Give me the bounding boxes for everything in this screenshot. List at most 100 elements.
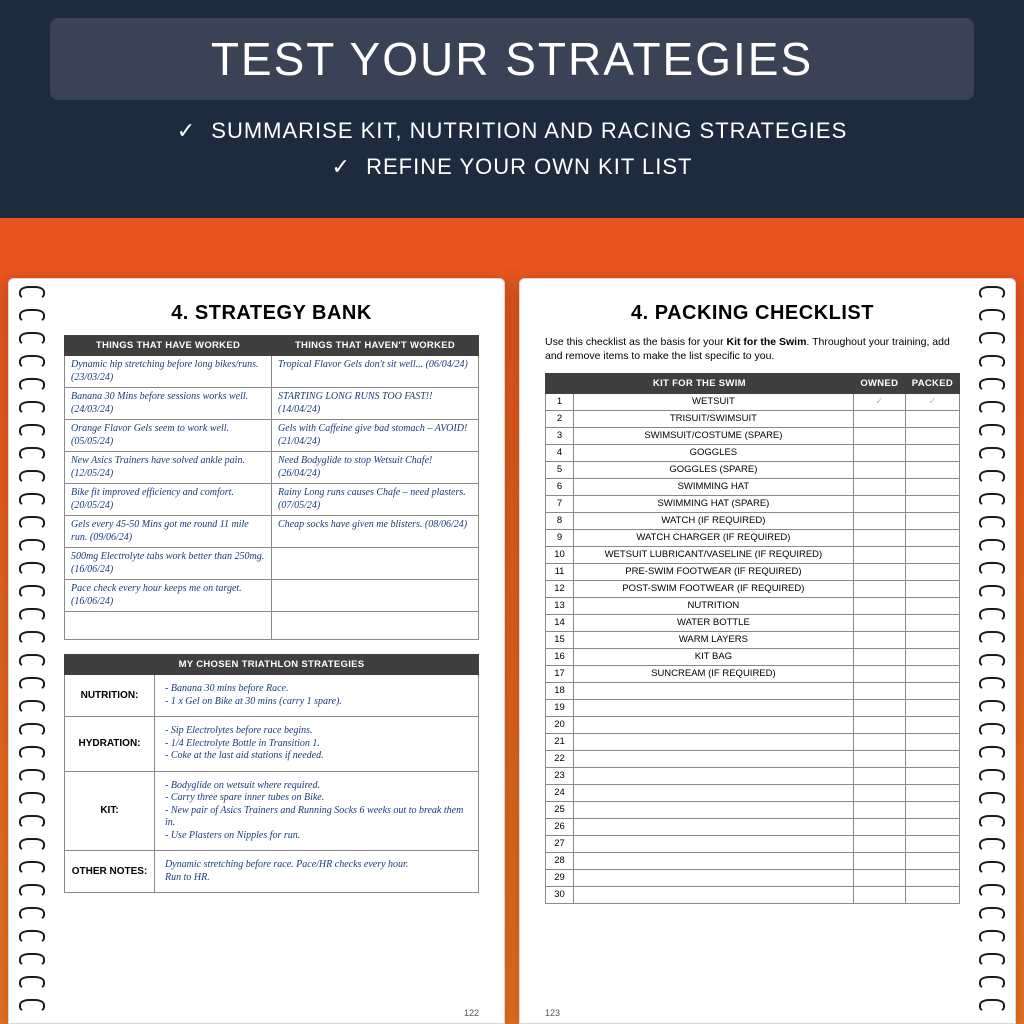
row-number: 13 bbox=[546, 598, 574, 615]
packed-cell bbox=[905, 564, 959, 581]
header: TEST YOUR STRATEGIES ✓ SUMMARISE KIT, NU… bbox=[0, 0, 1024, 218]
table-row: OTHER NOTES:Dynamic stretching before ra… bbox=[65, 851, 479, 893]
left-page: 4. STRATEGY BANK THINGS THAT HAVE WORKED… bbox=[8, 278, 505, 1024]
owned-cell bbox=[853, 683, 905, 700]
row-number: 4 bbox=[546, 445, 574, 462]
row-number: 27 bbox=[546, 836, 574, 853]
packed-cell bbox=[905, 802, 959, 819]
table-row: New Asics Trainers have solved ankle pai… bbox=[65, 452, 479, 484]
table-row: 500mg Electrolyte tabs work better than … bbox=[65, 548, 479, 580]
item-name: SWIMMING HAT bbox=[574, 479, 854, 496]
strategy-label: NUTRITION: bbox=[65, 675, 155, 717]
row-number: 19 bbox=[546, 700, 574, 717]
table-row: 14WATER BOTTLE bbox=[546, 615, 960, 632]
packed-cell bbox=[905, 581, 959, 598]
item-name: WETSUIT LUBRICANT/VASELINE (IF REQUIRED) bbox=[574, 547, 854, 564]
table-row: 29 bbox=[546, 870, 960, 887]
owned-cell bbox=[853, 615, 905, 632]
packed-cell bbox=[905, 411, 959, 428]
table-cell: Tropical Flavor Gels don't sit well... (… bbox=[272, 356, 479, 388]
row-number: 21 bbox=[546, 734, 574, 751]
owned-cell bbox=[853, 411, 905, 428]
packed-cell bbox=[905, 462, 959, 479]
table-row bbox=[65, 612, 479, 640]
packed-cell bbox=[905, 479, 959, 496]
row-number: 7 bbox=[546, 496, 574, 513]
row-number: 28 bbox=[546, 853, 574, 870]
table-row: 5GOGGLES (SPARE) bbox=[546, 462, 960, 479]
strategy-content: - Bodyglide on wetsuit where required.- … bbox=[155, 771, 479, 851]
table-cell: Pace check every hour keeps me on target… bbox=[65, 580, 272, 612]
row-number: 18 bbox=[546, 683, 574, 700]
owned-cell bbox=[853, 632, 905, 649]
strategy-label: HYDRATION: bbox=[65, 717, 155, 772]
packed-cell bbox=[905, 819, 959, 836]
item-name bbox=[574, 870, 854, 887]
table-row: 30 bbox=[546, 887, 960, 904]
packed-cell bbox=[905, 496, 959, 513]
row-number: 30 bbox=[546, 887, 574, 904]
owned-cell bbox=[853, 649, 905, 666]
owned-cell bbox=[853, 870, 905, 887]
table-cell: Cheap socks have given me blisters. (08/… bbox=[272, 516, 479, 548]
table-row: 24 bbox=[546, 785, 960, 802]
owned-cell bbox=[853, 819, 905, 836]
item-name: PRE-SWIM FOOTWEAR (IF REQUIRED) bbox=[574, 564, 854, 581]
owned-cell bbox=[853, 513, 905, 530]
strategy-content: Dynamic stretching before race. Pace/HR … bbox=[155, 851, 479, 893]
col-notworked: THINGS THAT HAVEN'T WORKED bbox=[272, 336, 479, 356]
owned-cell bbox=[853, 428, 905, 445]
row-number: 26 bbox=[546, 819, 574, 836]
owned-cell bbox=[853, 734, 905, 751]
packed-cell bbox=[905, 887, 959, 904]
book-area: 4. STRATEGY BANK THINGS THAT HAVE WORKED… bbox=[0, 278, 1024, 1024]
row-number: 8 bbox=[546, 513, 574, 530]
item-name bbox=[574, 887, 854, 904]
table-row: 28 bbox=[546, 853, 960, 870]
packed-cell bbox=[905, 768, 959, 785]
table-row: Gels every 45-50 Mins got me round 11 mi… bbox=[65, 516, 479, 548]
row-number: 23 bbox=[546, 768, 574, 785]
owned-cell bbox=[853, 530, 905, 547]
owned-cell bbox=[853, 768, 905, 785]
row-number: 3 bbox=[546, 428, 574, 445]
row-number: 6 bbox=[546, 479, 574, 496]
table-row: 17SUNCREAM (IF REQUIRED) bbox=[546, 666, 960, 683]
spiral-binding bbox=[972, 286, 1012, 1024]
owned-cell bbox=[853, 598, 905, 615]
item-name: WARM LAYERS bbox=[574, 632, 854, 649]
table-cell: Rainy Long runs causes Chafe – need plas… bbox=[272, 484, 479, 516]
table-row: 6SWIMMING HAT bbox=[546, 479, 960, 496]
table-row: 7SWIMMING HAT (SPARE) bbox=[546, 496, 960, 513]
owned-cell bbox=[853, 785, 905, 802]
table-cell: Gels every 45-50 Mins got me round 11 mi… bbox=[65, 516, 272, 548]
table-cell: New Asics Trainers have solved ankle pai… bbox=[65, 452, 272, 484]
table-cell: Orange Flavor Gels seem to work well. (0… bbox=[65, 420, 272, 452]
item-name bbox=[574, 751, 854, 768]
item-name: GOGGLES (SPARE) bbox=[574, 462, 854, 479]
table-cell: STARTING LONG RUNS TOO FAST!! (14/04/24) bbox=[272, 388, 479, 420]
strategies-header: MY CHOSEN TRIATHLON STRATEGIES bbox=[65, 655, 479, 675]
item-name bbox=[574, 819, 854, 836]
table-cell bbox=[272, 612, 479, 640]
packed-cell bbox=[905, 700, 959, 717]
strategy-content: - Banana 30 mins before Race.- 1 x Gel o… bbox=[155, 675, 479, 717]
left-page-title: 4. STRATEGY BANK bbox=[64, 302, 479, 325]
packed-cell bbox=[905, 598, 959, 615]
packed-cell bbox=[905, 785, 959, 802]
packed-cell bbox=[905, 530, 959, 547]
table-row: 19 bbox=[546, 700, 960, 717]
packed-cell bbox=[905, 428, 959, 445]
item-name: TRISUIT/SWIMSUIT bbox=[574, 411, 854, 428]
packing-header-owned: OWNED bbox=[853, 374, 905, 394]
table-row: 16KIT BAG bbox=[546, 649, 960, 666]
table-row: Pace check every hour keeps me on target… bbox=[65, 580, 479, 612]
subtitle-2-text: REFINE YOUR OWN KIT LIST bbox=[366, 154, 692, 179]
owned-cell bbox=[853, 445, 905, 462]
table-row: 11PRE-SWIM FOOTWEAR (IF REQUIRED) bbox=[546, 564, 960, 581]
table-cell bbox=[272, 580, 479, 612]
check-icon: ✓ bbox=[332, 154, 351, 179]
row-number: 17 bbox=[546, 666, 574, 683]
row-number: 2 bbox=[546, 411, 574, 428]
page-number-right: 123 bbox=[545, 1008, 560, 1018]
